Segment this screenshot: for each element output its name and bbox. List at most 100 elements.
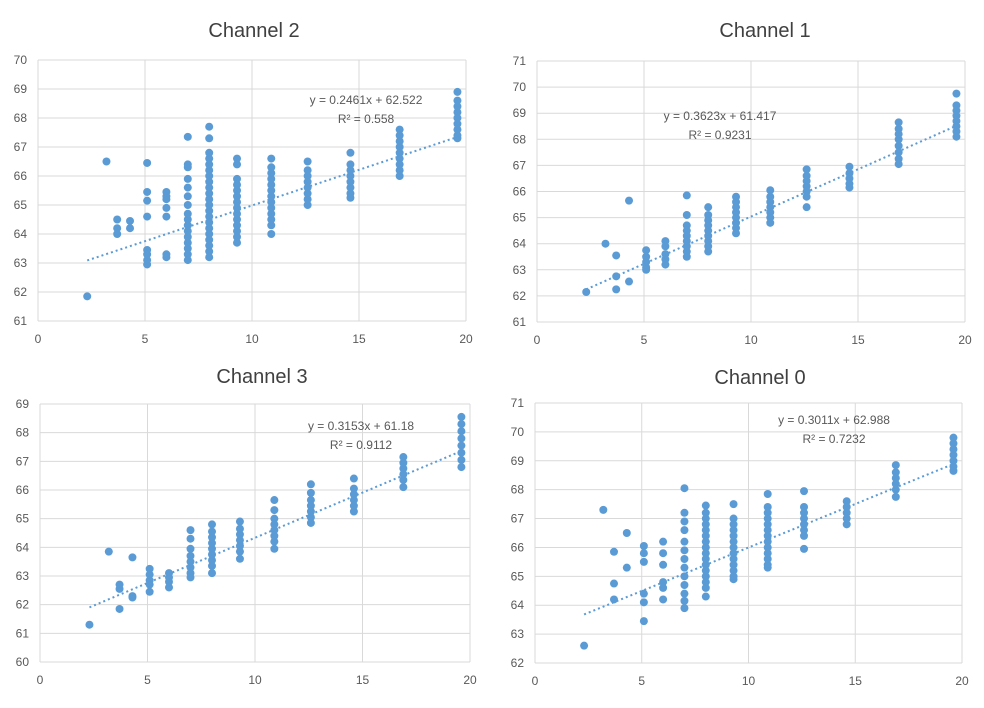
- data-point: [115, 604, 124, 613]
- data-point: [208, 533, 216, 542]
- data-point: [763, 555, 772, 563]
- data-point: [625, 277, 634, 286]
- data-point: [680, 546, 689, 555]
- data-point: [399, 458, 408, 467]
- data-point: [233, 221, 242, 230]
- data-point: [659, 595, 668, 604]
- y-tick-label: 61: [16, 626, 30, 640]
- data-point: [763, 549, 772, 558]
- data-point: [267, 186, 276, 195]
- data-point: [113, 215, 122, 224]
- data-point: [457, 420, 466, 429]
- data-point: [800, 514, 809, 523]
- x-tick-label: 20: [463, 673, 477, 687]
- data-point: [303, 195, 312, 204]
- data-point: [639, 549, 648, 558]
- data-point: [609, 547, 618, 556]
- data-point: [952, 132, 961, 141]
- data-point: [233, 227, 242, 236]
- data-point: [183, 227, 192, 236]
- data-point: [949, 456, 958, 465]
- data-point: [233, 215, 242, 224]
- data-point: [303, 177, 312, 186]
- data-point: [891, 468, 900, 477]
- data-point: [113, 230, 122, 238]
- y-tick-label: 71: [513, 54, 527, 68]
- data-point: [270, 531, 279, 540]
- data-point: [205, 183, 214, 192]
- y-tick-label: 60: [16, 655, 30, 669]
- data-point: [639, 598, 648, 607]
- y-tick-label: 67: [16, 454, 30, 468]
- trendline-equation: y = 0.3011x + 62.988: [778, 413, 890, 427]
- data-point: [183, 209, 192, 218]
- data-point: [235, 547, 244, 556]
- data-point: [395, 172, 404, 180]
- data-point: [270, 537, 279, 546]
- data-point: [186, 534, 195, 543]
- data-point: [205, 195, 214, 204]
- data-point: [205, 166, 214, 175]
- data-point: [267, 209, 276, 218]
- data-point: [399, 464, 408, 473]
- x-tick-label: 10: [742, 674, 756, 688]
- data-point: [349, 490, 358, 499]
- y-tick-label: 63: [511, 627, 525, 641]
- data-point: [729, 520, 738, 529]
- data-point: [143, 260, 152, 269]
- data-point: [729, 566, 738, 575]
- data-point: [183, 192, 192, 201]
- data-point: [235, 530, 244, 539]
- x-tick-label: 15: [849, 674, 863, 688]
- data-point: [395, 166, 404, 175]
- data-point: [800, 508, 809, 517]
- data-point: [763, 526, 772, 535]
- data-point: [701, 566, 710, 575]
- data-point: [346, 183, 355, 192]
- data-point: [680, 517, 689, 526]
- data-point: [395, 131, 404, 140]
- data-point: [842, 520, 851, 529]
- chart-channel-0: Channel 0 62 63 64 65 66 67 68 69 70 71 0 5 10 15 20 y =…: [511, 367, 969, 688]
- data-point: [183, 221, 192, 230]
- data-point: [186, 526, 195, 535]
- data-point: [766, 186, 775, 195]
- data-point: [580, 641, 589, 650]
- data-point: [306, 501, 315, 510]
- data-point: [659, 537, 668, 546]
- data-point: [346, 177, 355, 186]
- data-point: [682, 252, 691, 261]
- data-point: [680, 596, 689, 605]
- data-point: [891, 492, 900, 501]
- chart-title: Channel 3: [216, 366, 307, 388]
- data-point: [233, 198, 242, 207]
- y-tick-label: 65: [14, 198, 28, 212]
- data-point: [113, 224, 122, 233]
- y-tick-label: 70: [513, 80, 527, 94]
- data-point: [208, 544, 216, 553]
- y-tick-label: 67: [14, 140, 28, 154]
- data-point: [949, 451, 958, 459]
- data-point: [205, 154, 214, 163]
- data-point: [186, 573, 195, 582]
- x-tick-label: 10: [744, 333, 758, 347]
- chart-title: Channel 2: [208, 20, 299, 42]
- data-point: [126, 216, 135, 225]
- data-point: [701, 526, 710, 535]
- data-point: [842, 514, 851, 523]
- data-point: [183, 163, 192, 172]
- data-point: [303, 166, 312, 175]
- trendline-r-squared: R² = 0.9112: [330, 438, 392, 452]
- data-point: [659, 560, 668, 569]
- chart-title: Channel 0: [714, 367, 805, 389]
- data-point: [701, 501, 710, 510]
- data-point: [894, 118, 903, 127]
- data-point: [205, 247, 214, 256]
- data-point: [701, 514, 710, 523]
- data-point: [306, 518, 315, 527]
- data-point: [802, 192, 811, 201]
- y-tick-label: 64: [511, 598, 525, 612]
- data-point: [183, 183, 192, 192]
- data-point: [601, 239, 610, 248]
- data-point: [306, 488, 315, 497]
